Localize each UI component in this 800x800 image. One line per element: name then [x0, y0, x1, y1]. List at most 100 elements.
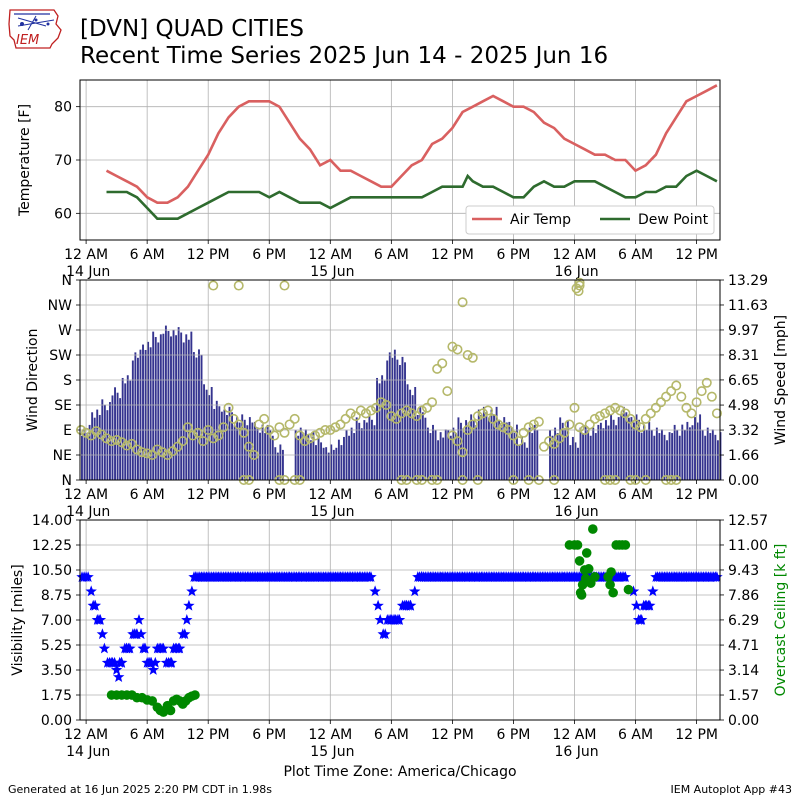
wind-direction-point [198, 436, 209, 447]
wind-direction-point [610, 402, 621, 413]
wind-direction-point [294, 430, 305, 441]
wind-speed-bar [579, 427, 582, 480]
y2-tick-label: 11.00 [728, 538, 768, 554]
wind-speed-bar [126, 375, 129, 480]
wind-direction-point [355, 405, 366, 416]
wind-speed-bar [96, 409, 99, 480]
ceiling-point [605, 579, 615, 590]
y-tick-label: 60 [54, 206, 72, 222]
wind-direction-point [681, 402, 692, 413]
wind-speed-bar [411, 395, 414, 480]
wind-direction-point [416, 405, 427, 416]
wind-direction-point [574, 422, 585, 433]
x-tick-label: 6 AM [374, 247, 409, 263]
wind-speed-bar [409, 389, 412, 480]
visibility-point [135, 628, 147, 640]
logo-text: IEM [16, 33, 39, 48]
wind-speed-bar [704, 435, 707, 480]
wind-speed-bar [261, 424, 264, 480]
wind-direction-point [696, 386, 707, 397]
wind-direction-point [208, 433, 219, 444]
wind-speed-bar [706, 427, 709, 480]
wind-speed-bar [599, 422, 602, 480]
wind-speed-bar [442, 437, 445, 480]
wind-speed-bar [630, 417, 633, 480]
wind-speed-bar [419, 406, 422, 480]
wind-direction-point [228, 413, 239, 424]
wind-direction-point [366, 405, 377, 416]
wind-speed-bar [401, 356, 404, 480]
wind-direction-point [640, 413, 651, 424]
wind-direction-point [315, 427, 326, 438]
wind-direction-point [396, 408, 407, 419]
wind-speed-bar [93, 417, 96, 480]
wind-speed-bar [658, 433, 661, 480]
wind-speed-bar [144, 349, 147, 480]
wind-speed-bar [561, 422, 564, 480]
x-tick-label: 6 AM [130, 247, 165, 263]
x-tick-label: 6 AM [130, 487, 165, 503]
wind-direction-point [187, 430, 198, 441]
wind-speed-bar [612, 419, 615, 480]
wind-direction-point [457, 447, 468, 458]
wind-speed-bar [426, 427, 429, 480]
visibility-point [113, 671, 125, 682]
wind-direction-point [101, 433, 112, 444]
wind-panel: N NE E SE S SW W NW N 0.00 1.66 3.32 4.98 6.65 8.31 9.9… [25, 273, 789, 520]
wind-speed-bar [325, 447, 328, 480]
wind-direction-point [411, 411, 422, 422]
wind-speed-bar [505, 422, 508, 480]
wind-direction-point [544, 436, 555, 447]
wind-speed-bar [607, 425, 610, 480]
wind-speed-bar [185, 334, 188, 480]
x-tick-label: 6 PM [252, 247, 286, 263]
wind-speed-bar [220, 411, 223, 480]
wind-speed-bar [633, 422, 635, 480]
wind-direction-point [142, 448, 153, 459]
wind-speed-bar [513, 432, 516, 480]
wind-direction-point [574, 280, 585, 291]
x-tick-label: 6 PM [497, 487, 531, 503]
wind-speed-bar [281, 449, 284, 480]
x-tick-label: 6 AM [618, 727, 653, 743]
visibility-point [133, 614, 145, 625]
wind-speed-bar [699, 414, 702, 480]
wind-speed-bar [238, 422, 241, 480]
wind-direction-point [661, 391, 672, 402]
wind-direction-points [76, 277, 722, 485]
ceiling-point [590, 572, 600, 582]
wind-direction-point [498, 422, 509, 433]
dew-point-line [106, 169, 718, 220]
wind-direction-point [676, 391, 687, 402]
wind-speed-bar [574, 442, 577, 480]
wind-direction-point [76, 424, 87, 435]
y-tick-label: S [63, 373, 72, 389]
iem-logo: IEM [8, 9, 62, 49]
wind-speed-bar [200, 354, 203, 480]
wind-speed-bar [348, 435, 351, 480]
wind-speed-bar [498, 419, 501, 480]
wind-speed-bar [605, 420, 607, 480]
x-axis-label: Plot Time Zone: America/Chicago [283, 764, 516, 780]
wind-direction-point [299, 436, 310, 447]
footer-generated: Generated at 16 Jun 2025 2:20 PM CDT in … [8, 783, 273, 796]
ceiling-point [190, 690, 200, 700]
y-tick-label: 10.50 [32, 563, 72, 579]
wind-speed-bar [622, 406, 625, 480]
wind-speed-bar [231, 412, 233, 480]
wind-speed-bar [360, 428, 363, 480]
wind-speed-bar [518, 445, 521, 480]
wind-speed-bar [106, 410, 109, 480]
ceiling-point [623, 584, 634, 595]
ceiling-point [574, 556, 585, 566]
wind-direction-point [457, 297, 468, 308]
ceiling-point [576, 590, 587, 600]
wind-speed-bar [327, 452, 330, 480]
y-tick-label: 8.75 [41, 588, 72, 604]
wind-speed-bar [266, 424, 269, 480]
visibility-point [405, 599, 417, 611]
wind-direction-point [386, 411, 397, 422]
axes-frame [79, 279, 721, 481]
y2-tick-label: 4.98 [728, 398, 759, 414]
wind-direction-point [264, 424, 275, 435]
